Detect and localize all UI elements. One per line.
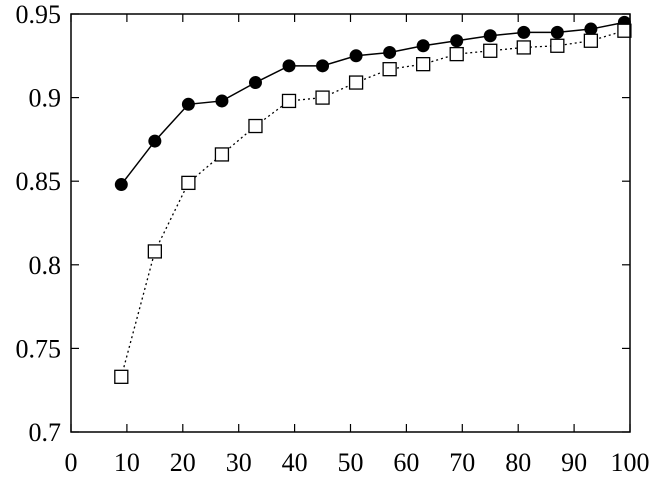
x-tick-label: 70 [449,448,475,477]
series-2-point [181,175,196,191]
y-tick-label: 0.85 [16,167,62,196]
series-1-point [248,76,262,90]
series-1-point [584,22,598,36]
series-2 [114,23,632,384]
x-tick-label: 60 [393,448,419,477]
x-tick-label: 0 [65,448,78,477]
series-1-point [282,59,296,73]
series-2-line [120,30,625,377]
x-tick-label: 40 [282,448,308,477]
x-tick-label: 20 [170,448,196,477]
series-2-point [382,62,397,77]
series-1-point [383,45,397,59]
y-tick-label: 0.75 [16,334,62,363]
series-2-point [248,118,263,134]
series-1-point [148,134,162,148]
series-1-point [517,25,531,39]
series-2-point [449,46,464,62]
series-2-point [583,33,599,48]
series-2-point [483,43,498,58]
series-2-point [617,23,632,38]
series-1-point [349,49,363,63]
series-1-point [483,29,497,43]
series-1-point [316,59,330,73]
series-1 [114,15,631,192]
series-2-point [348,75,364,90]
series-1-point [550,25,564,39]
x-tick-label: 100 [611,448,650,477]
x-tick-label: 30 [226,448,252,477]
series-layer [114,15,632,384]
series-2-point [114,369,129,384]
y-tick-label: 0.9 [29,84,62,113]
y-tick-labels: 0.7 0.75 0.8 0.85 0.9 0.95 [16,0,62,447]
series-1-point [450,34,464,48]
series-1-point [114,178,128,192]
y-tick-label: 0.7 [29,418,62,447]
series-1-line [120,21,625,185]
series-2-point [516,40,531,55]
plot-frame [70,13,631,433]
series-2-point [550,38,565,53]
x-tick-label: 10 [114,448,140,477]
series-1-point [181,97,195,111]
series-2-point [147,244,163,259]
y-tick-label: 0.95 [16,0,62,29]
series-2-point [214,147,230,162]
series-2-point [281,93,297,109]
series-2-point [416,57,431,72]
x-tick-labels: 0 10 20 30 40 50 60 70 80 90 100 [65,448,650,477]
x-tick-label: 90 [561,448,587,477]
x-tick-label: 80 [505,448,531,477]
series-2-point [315,90,330,105]
series-1-point [416,39,430,53]
series-1-point [215,94,229,108]
y-tick-label: 0.8 [29,251,62,280]
x-tick-label: 50 [338,448,364,477]
